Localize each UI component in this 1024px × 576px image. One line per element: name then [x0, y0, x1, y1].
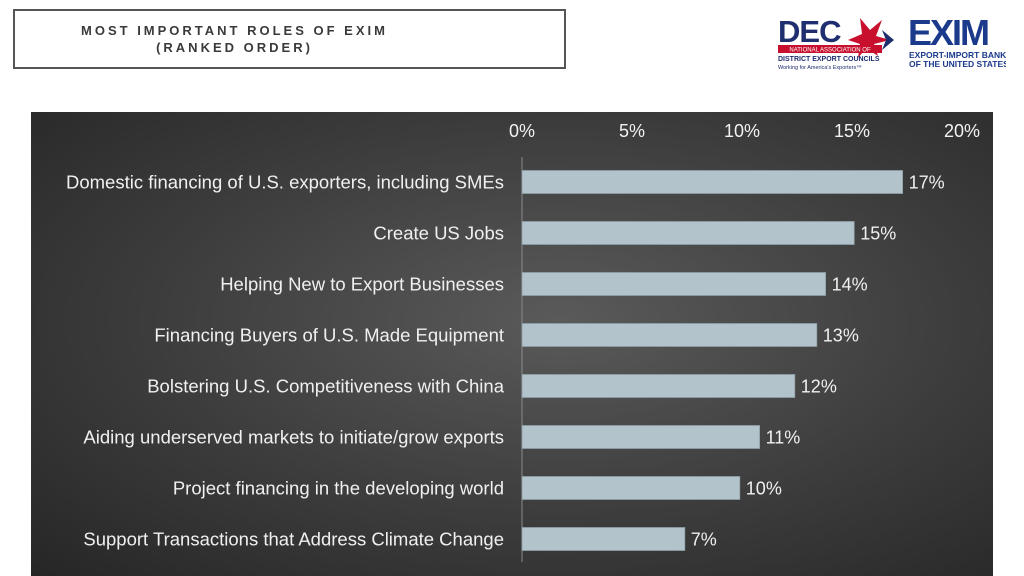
bar [521, 374, 796, 398]
data-label: 12% [801, 377, 837, 397]
data-label: 15% [860, 224, 896, 244]
dec-star-icon [848, 18, 890, 58]
chart-panel: 0% 5% 10% 15% 20% Domestic financing of U.S. … [31, 112, 993, 576]
category-label: Domestic financing of U.S. exporters, in… [66, 172, 504, 193]
data-label: 10% [746, 479, 782, 499]
x-tick-label: 20% [944, 121, 980, 141]
category-label: Financing Buyers of U.S. Made Equipment [154, 325, 504, 346]
data-label: 11% [766, 428, 801, 448]
x-tick-label: 0% [509, 121, 535, 141]
exim-logo: EXIM EXPORT-IMPORT BANK OF THE UNITED ST… [908, 12, 1006, 69]
x-tick-label: 10% [724, 121, 760, 141]
slide-title-line2: (RANKED ORDER) [156, 40, 313, 55]
bar [521, 272, 827, 296]
category-label: Create US Jobs [373, 223, 504, 244]
dec-logo-main: DEC [778, 14, 841, 49]
category-label: Bolstering U.S. Competitiveness with Chi… [147, 376, 505, 397]
bar [521, 221, 855, 245]
dec-logo-band [778, 45, 882, 53]
slide-title-line1: MOST IMPORTANT ROLES OF EXIM [81, 23, 388, 38]
bar [521, 527, 686, 551]
exim-logo-line2: OF THE UNITED STATES [909, 59, 1006, 69]
x-tick-label: 15% [834, 121, 870, 141]
exim-logo-line1: EXPORT-IMPORT BANK [909, 50, 1006, 60]
category-label: Support Transactions that Address Climat… [83, 529, 504, 550]
dec-logo-band-text: NATIONAL ASSOCIATION OF [789, 48, 871, 54]
dec-logo: DEC NATIONAL ASSOCIATION OF DISTRICT EXP… [778, 14, 894, 71]
exim-logo-main: EXIM [908, 12, 988, 53]
x-tick-label: 5% [619, 121, 645, 141]
data-label: 13% [823, 326, 859, 346]
dec-arrow-icon [882, 30, 894, 50]
bar [521, 476, 741, 500]
category-label: Aiding underserved markets to initiate/g… [83, 427, 504, 448]
bar-chart: 0% 5% 10% 15% 20% Domestic financing of U.S. … [66, 121, 980, 562]
data-label: 14% [832, 275, 868, 295]
dec-logo-line3: Working for America's Exporters™ [778, 65, 862, 71]
category-label: Project financing in the developing worl… [173, 478, 504, 499]
dec-logo-line2: DISTRICT EXPORT COUNCILS [778, 56, 880, 63]
data-label: 7% [691, 530, 717, 550]
bar [521, 425, 761, 449]
category-label: Helping New to Export Businesses [220, 274, 504, 295]
bar [521, 170, 904, 194]
slide-title-box: MOST IMPORTANT ROLES OF EXIM (RANKED ORD… [13, 9, 566, 69]
bar [521, 323, 818, 347]
data-label: 17% [909, 173, 945, 193]
